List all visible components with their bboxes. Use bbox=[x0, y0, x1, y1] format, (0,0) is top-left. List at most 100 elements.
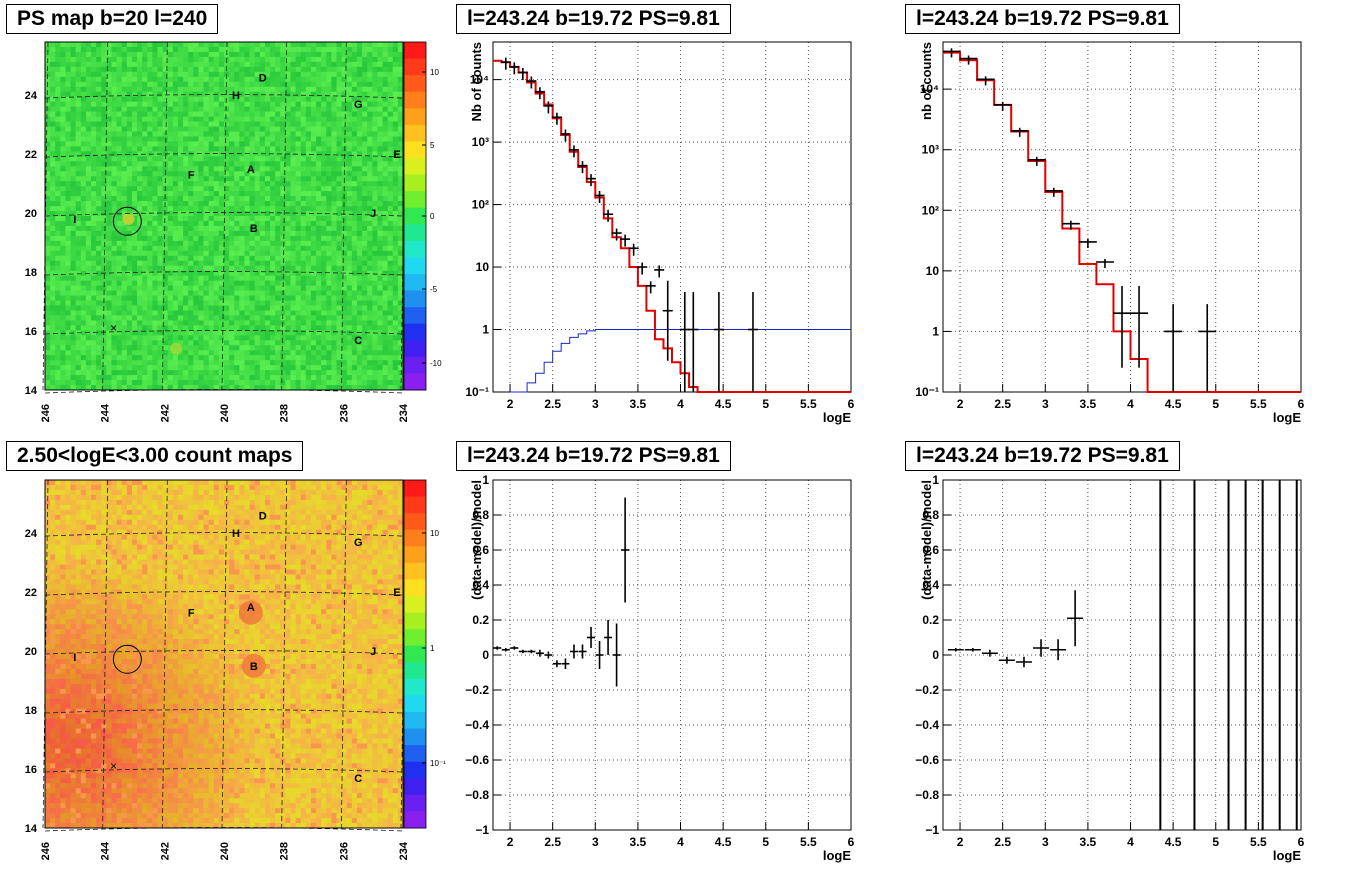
heatmap-cell bbox=[280, 345, 286, 351]
heatmap-cell bbox=[249, 345, 256, 351]
heatmap-cell bbox=[193, 310, 199, 316]
heatmap-cell bbox=[45, 76, 51, 83]
heatmap-cell bbox=[106, 315, 112, 321]
heatmap-cell bbox=[45, 529, 51, 536]
heatmap-cell bbox=[382, 315, 389, 321]
heatmap-cell bbox=[321, 61, 327, 68]
heatmap-cell bbox=[172, 196, 179, 202]
heatmap-cell bbox=[131, 161, 138, 167]
heatmap-cell bbox=[177, 355, 184, 361]
heatmap-cell bbox=[336, 136, 343, 142]
heatmap-cell bbox=[229, 270, 235, 277]
heatmap-cell bbox=[137, 66, 143, 73]
heatmap-cell bbox=[70, 201, 77, 207]
heatmap-cell bbox=[121, 375, 128, 381]
heatmap-cell bbox=[397, 340, 404, 346]
heatmap-cell bbox=[362, 335, 368, 341]
heatmap-cell bbox=[316, 345, 322, 351]
heatmap-cell bbox=[377, 255, 383, 262]
heatmap-cell bbox=[234, 280, 240, 286]
heatmap-cell bbox=[121, 225, 128, 232]
heatmap-cell bbox=[290, 375, 296, 381]
heatmap-cell bbox=[285, 250, 291, 257]
heatmap-cell bbox=[111, 380, 117, 386]
heatmap-cell bbox=[341, 136, 348, 142]
heatmap-cell bbox=[172, 111, 179, 117]
heatmap-cell bbox=[137, 216, 143, 222]
heatmap-cell bbox=[147, 66, 153, 73]
heatmap-cell bbox=[305, 166, 312, 172]
heatmap-cell bbox=[208, 106, 215, 112]
heatmap-cell bbox=[346, 320, 353, 326]
heatmap-cell bbox=[321, 206, 327, 212]
heatmap-cell bbox=[80, 280, 87, 286]
heatmap-cell bbox=[85, 335, 92, 341]
heatmap-cell bbox=[310, 71, 317, 78]
heatmap-cell bbox=[183, 166, 189, 172]
heatmap-cell bbox=[326, 355, 332, 361]
heatmap-cell bbox=[264, 131, 271, 137]
heatmap-cell bbox=[356, 220, 363, 227]
heatmap-cell bbox=[126, 225, 133, 232]
heatmap-cell bbox=[152, 131, 158, 137]
heatmap-cell bbox=[341, 255, 348, 262]
heatmap-cell bbox=[377, 380, 383, 386]
heatmap-cell bbox=[346, 91, 353, 98]
heatmap-cell bbox=[264, 156, 271, 162]
heatmap-cell bbox=[172, 216, 179, 222]
heatmap-cell bbox=[341, 320, 348, 326]
heatmap-cell bbox=[126, 121, 133, 127]
heatmap-cell bbox=[50, 270, 56, 277]
heatmap-cell bbox=[392, 220, 399, 227]
heatmap-cell bbox=[316, 66, 322, 73]
heatmap-cell bbox=[316, 216, 322, 222]
heatmap-cell bbox=[65, 225, 71, 232]
heatmap-cell bbox=[336, 235, 343, 242]
heatmap-cell bbox=[45, 325, 51, 331]
x-tick-label: 234 bbox=[398, 403, 410, 422]
heatmap-cell bbox=[65, 181, 71, 187]
heatmap-cell bbox=[336, 171, 343, 177]
heatmap-cell bbox=[183, 131, 189, 137]
heatmap-cell bbox=[60, 255, 66, 262]
heatmap-cell bbox=[346, 86, 353, 93]
heatmap-cell bbox=[183, 230, 189, 237]
heatmap-cell bbox=[213, 42, 220, 48]
heatmap-cell bbox=[336, 211, 343, 217]
heatmap-cell bbox=[198, 106, 204, 112]
heatmap-cell bbox=[111, 136, 117, 142]
heatmap-cell bbox=[295, 136, 302, 142]
heatmap-cell bbox=[177, 255, 184, 262]
heatmap-cell bbox=[234, 360, 240, 366]
heatmap-cell bbox=[356, 335, 363, 341]
heatmap-cell bbox=[326, 325, 332, 331]
heatmap-cell bbox=[213, 295, 220, 301]
heatmap-cell bbox=[239, 126, 245, 132]
heatmap-cell bbox=[121, 101, 128, 108]
heatmap-cell bbox=[321, 151, 327, 157]
heatmap-cell bbox=[275, 240, 281, 247]
heatmap-cell bbox=[336, 325, 343, 331]
heatmap-cell bbox=[367, 71, 373, 78]
heatmap-cell bbox=[96, 76, 102, 83]
heatmap-cell bbox=[224, 345, 230, 351]
heatmap-cell bbox=[198, 161, 204, 167]
heatmap-cell bbox=[229, 201, 235, 207]
heatmap-cell bbox=[382, 300, 389, 306]
heatmap-cell bbox=[362, 151, 368, 157]
heatmap-cell bbox=[305, 265, 312, 272]
heatmap-cell bbox=[65, 385, 71, 391]
heatmap-cell bbox=[249, 300, 256, 306]
heatmap-cell bbox=[75, 166, 82, 172]
heatmap-cell bbox=[162, 320, 169, 326]
heatmap-cell bbox=[167, 330, 174, 336]
heatmap-cell bbox=[362, 111, 368, 117]
heatmap-cell bbox=[188, 285, 194, 291]
heatmap-cell bbox=[193, 220, 199, 227]
heatmap-cell bbox=[208, 176, 215, 182]
heatmap-cell bbox=[341, 211, 348, 217]
heatmap-cell bbox=[137, 240, 143, 247]
heatmap-cell bbox=[121, 325, 128, 331]
heatmap-cell bbox=[172, 46, 179, 53]
heatmap-cell bbox=[137, 360, 143, 366]
